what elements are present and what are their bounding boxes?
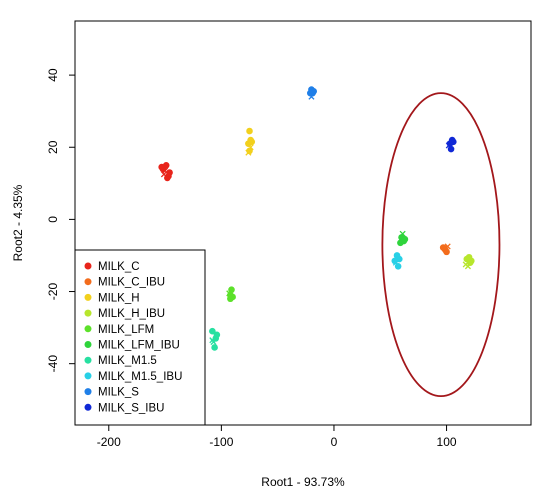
x-tick-label: -200	[97, 435, 121, 449]
legend-marker	[84, 356, 92, 364]
x-axis-label: Root1 - 93.73%	[261, 475, 345, 489]
data-point	[307, 89, 314, 97]
series-milk-h	[245, 127, 256, 156]
legend-entry: MILK_S_IBU	[98, 402, 164, 414]
data-point	[227, 295, 234, 303]
legend-entry: MILK_H_IBU	[98, 308, 165, 320]
legend-marker	[84, 341, 92, 348]
data-point	[450, 138, 457, 146]
series-milk-s	[307, 86, 317, 100]
legend-entry: MILK_LFM_IBU	[98, 340, 180, 352]
legend-entry: MILK_M1.5	[98, 355, 157, 367]
y-axis-label: Root2 - 4.35%	[11, 184, 25, 261]
y-tick-label: -20	[46, 283, 60, 301]
y-tick-label: -40	[46, 355, 60, 373]
data-point	[246, 127, 253, 135]
data-point	[397, 239, 404, 247]
legend-entry: MILK_C	[98, 261, 140, 273]
series-milk-lfm-ibu	[397, 230, 409, 247]
legend-marker	[84, 309, 92, 317]
legend-box	[74, 249, 206, 426]
legend-marker	[84, 403, 92, 411]
legend-marker	[84, 325, 92, 333]
series-milk-c-ibu	[439, 243, 451, 256]
data-point	[401, 235, 409, 243]
legend-entry: MILK_S	[98, 387, 139, 399]
data-point	[439, 244, 447, 251]
data-point	[447, 145, 455, 153]
data-point	[213, 331, 221, 339]
series-milk-lfm	[226, 286, 236, 303]
data-point	[209, 327, 216, 335]
data-point	[465, 253, 473, 261]
data-point	[462, 261, 469, 268]
plot-frame	[74, 20, 532, 426]
x-tick-label: 100	[437, 435, 457, 449]
legend-marker	[84, 293, 92, 301]
legend-marker	[84, 262, 92, 270]
highlight-ellipse	[381, 92, 501, 398]
x-tick-label: 0	[331, 435, 338, 449]
y-tick-label: 0	[46, 216, 60, 223]
legend-entry: MILK_H	[98, 292, 140, 304]
data-point	[391, 257, 399, 265]
series-milk-c	[158, 161, 173, 182]
series-milk-s-ibu	[445, 136, 457, 153]
data-point	[158, 163, 165, 171]
data-point	[247, 136, 254, 144]
legend-entry: MILK_C_IBU	[98, 277, 165, 289]
series-milk-m1-5	[209, 327, 221, 351]
series-milk-m1-5-ibu	[391, 252, 403, 270]
data-point	[211, 344, 218, 351]
data-point	[209, 337, 216, 344]
legend-marker	[84, 278, 92, 286]
y-tick-label: 20	[46, 140, 60, 154]
legend-marker	[84, 388, 92, 396]
data-point	[399, 230, 406, 237]
x-tick-label: -100	[209, 435, 233, 449]
data-point	[245, 149, 252, 156]
data-points	[158, 86, 475, 351]
series-milk-h-ibu	[462, 253, 475, 270]
data-point	[228, 286, 235, 294]
data-point	[394, 262, 402, 270]
legend-entry: MILK_M1.5_IBU	[98, 371, 182, 383]
y-tick-label: 40	[46, 68, 60, 82]
legend-marker	[84, 372, 92, 380]
data-point	[165, 172, 172, 180]
legend: MILK_C MILK_C_IBU MILK_H MILK_H_IBU MILK_LFM…	[74, 249, 206, 426]
highlight-ellipse-layer	[381, 92, 501, 398]
legend-entry: MILK_LFM	[98, 324, 154, 336]
